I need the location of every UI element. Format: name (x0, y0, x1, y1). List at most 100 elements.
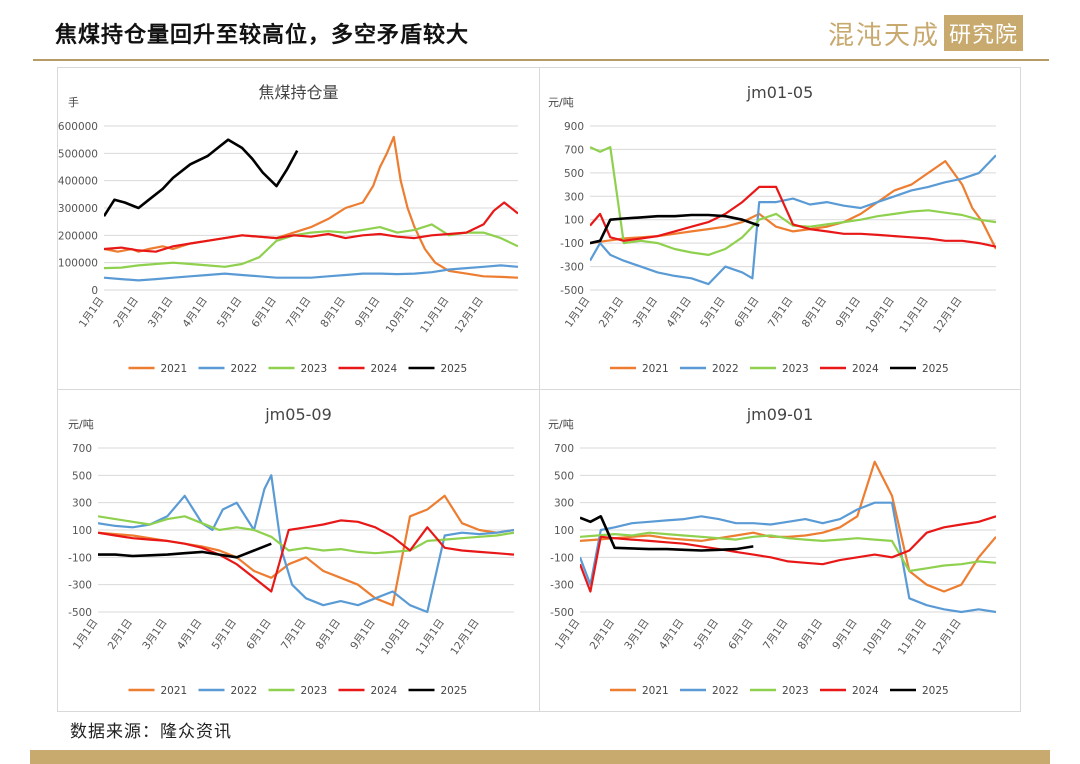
x-tick-label: 12月1日 (448, 617, 481, 658)
brand-logo: 混沌天成 研究院 (828, 14, 1024, 52)
x-tick-label: 6月1日 (732, 295, 762, 330)
y-tick-label: -100 (560, 238, 584, 250)
x-tick-label: 8月1日 (796, 617, 826, 652)
x-tick-label: 6月1日 (726, 617, 756, 652)
y-tick-label: 100 (554, 525, 574, 537)
series-line-2025 (104, 138, 299, 217)
legend-label-2021: 2021 (161, 363, 188, 375)
legend-label-2025: 2025 (441, 363, 468, 375)
x-tick-label: 1月1日 (563, 295, 593, 330)
x-tick-label: 2月1日 (106, 617, 136, 652)
series-line-2024 (590, 185, 996, 248)
legend-label-2025: 2025 (922, 685, 949, 697)
x-tick-label: 1月1日 (77, 295, 107, 330)
x-tick-label: 2月1日 (588, 617, 618, 652)
y-tick-label: 100000 (58, 258, 98, 270)
y-tick-label: -500 (550, 607, 574, 619)
y-tick-label: 400000 (58, 176, 98, 188)
legend-label-2024: 2024 (371, 685, 398, 697)
y-tick-label: 300000 (58, 203, 98, 215)
legend-label-2023: 2023 (301, 685, 328, 697)
x-tick-label: 9月1日 (348, 617, 378, 652)
series-line-2021 (104, 135, 518, 279)
footer-bar (30, 750, 1050, 764)
x-tick-label: 8月1日 (800, 295, 830, 330)
legend-label-2024: 2024 (371, 363, 398, 375)
legend-label-2024: 2024 (852, 363, 879, 375)
x-tick-label: 9月1日 (830, 617, 860, 652)
data-source-note: 数据来源：隆众资讯 (70, 722, 232, 742)
series-line-2023 (98, 515, 514, 555)
x-tick-label: 10月1日 (384, 295, 417, 336)
x-tick-label: 4月1日 (664, 295, 694, 330)
x-tick-label: 3月1日 (622, 617, 652, 652)
series-line-2021 (590, 159, 996, 250)
y-tick-label: -300 (560, 262, 584, 274)
x-tick-label: 1月1日 (553, 617, 583, 652)
series-line-2022 (98, 474, 514, 614)
y-tick-label: 300 (72, 498, 92, 510)
y-tick-label: -100 (550, 552, 574, 564)
y-tick-label: 100 (72, 525, 92, 537)
legend-label-2024: 2024 (852, 685, 879, 697)
x-tick-label: 12月1日 (453, 295, 486, 336)
chart-panel-open-interest: 焦煤持仓量手 0 100000 200000 300000 400000 500000 600… (57, 67, 540, 390)
x-tick-label: 8月1日 (314, 617, 344, 652)
x-tick-label: 4月1日 (175, 617, 205, 652)
legend-label-2021: 2021 (642, 363, 669, 375)
x-tick-label: 4月1日 (657, 617, 687, 652)
x-tick-label: 11月1日 (896, 617, 929, 658)
chart-title: jm05-09 (264, 405, 332, 424)
series-line-2024 (580, 515, 996, 593)
x-tick-label: 11月1日 (414, 617, 447, 658)
x-tick-label: 10月1日 (864, 295, 897, 336)
chart-svg: jm05-09 元/吨 -500 -300 -100 100 300 500 700 1月1日 2月… (68, 405, 514, 697)
legend-label-2021: 2021 (161, 685, 188, 697)
series-line-2022 (580, 501, 996, 614)
x-tick-label: 10月1日 (861, 617, 894, 658)
x-tick-label: 5月1日 (698, 295, 728, 330)
legend-label-2021: 2021 (642, 685, 669, 697)
x-tick-label: 2月1日 (111, 295, 141, 330)
y-tick-label: -500 (560, 285, 584, 297)
chart-title: jm09-01 (746, 405, 814, 424)
series-line-2022 (104, 264, 518, 282)
x-tick-label: 7月1日 (279, 617, 309, 652)
chart-panel-jm01-05: jm01-05 元/吨 -500 -300 -100 100 300 500 700 900 1月1… (539, 67, 1021, 390)
y-tick-label: -500 (68, 607, 92, 619)
x-tick-label: 9月1日 (353, 295, 383, 330)
y-tick-label: 500 (72, 470, 92, 482)
x-tick-label: 9月1日 (834, 295, 864, 330)
chart-panel-jm05-09: jm05-09 元/吨 -500 -300 -100 100 300 500 700 1月1日 2月… (57, 389, 540, 712)
series-line-2021 (580, 460, 996, 593)
x-tick-label: 3月1日 (631, 295, 661, 330)
series-line-2022 (590, 154, 996, 286)
x-tick-label: 2月1日 (597, 295, 627, 330)
logo-brand-text: 混沌天成 (828, 20, 941, 51)
y-axis-unit-label: 元/吨 (548, 418, 574, 431)
x-tick-label: 3月1日 (140, 617, 170, 652)
logo-institute-badge: 研究院 (944, 15, 1024, 51)
series-line-2024 (98, 519, 514, 593)
x-tick-label: 10月1日 (379, 617, 412, 658)
series-line-2025 (580, 515, 754, 552)
x-tick-label: 1月1日 (71, 617, 101, 652)
series-line-2023 (590, 145, 996, 256)
x-tick-label: 8月1日 (318, 295, 348, 330)
chart-panel-jm09-01: jm09-01 元/吨 -500 -300 -100 100 300 500 700 1月1日 2月… (539, 389, 1021, 712)
y-tick-label: 0 (91, 285, 98, 297)
y-tick-label: 300 (554, 498, 574, 510)
x-tick-label: 7月1日 (766, 295, 796, 330)
legend-label-2022: 2022 (712, 363, 739, 375)
chart-svg: jm01-05 元/吨 -500 -300 -100 100 300 500 700 900 1月1… (548, 83, 996, 375)
series-line-2023 (580, 531, 996, 573)
legend-label-2023: 2023 (301, 363, 328, 375)
legend-label-2022: 2022 (231, 363, 258, 375)
legend-label-2023: 2023 (782, 363, 809, 375)
y-tick-label: 500 (564, 168, 584, 180)
y-tick-label: 500 (554, 470, 574, 482)
x-tick-label: 11月1日 (897, 295, 930, 336)
legend-label-2023: 2023 (782, 685, 809, 697)
x-tick-label: 5月1日 (210, 617, 240, 652)
